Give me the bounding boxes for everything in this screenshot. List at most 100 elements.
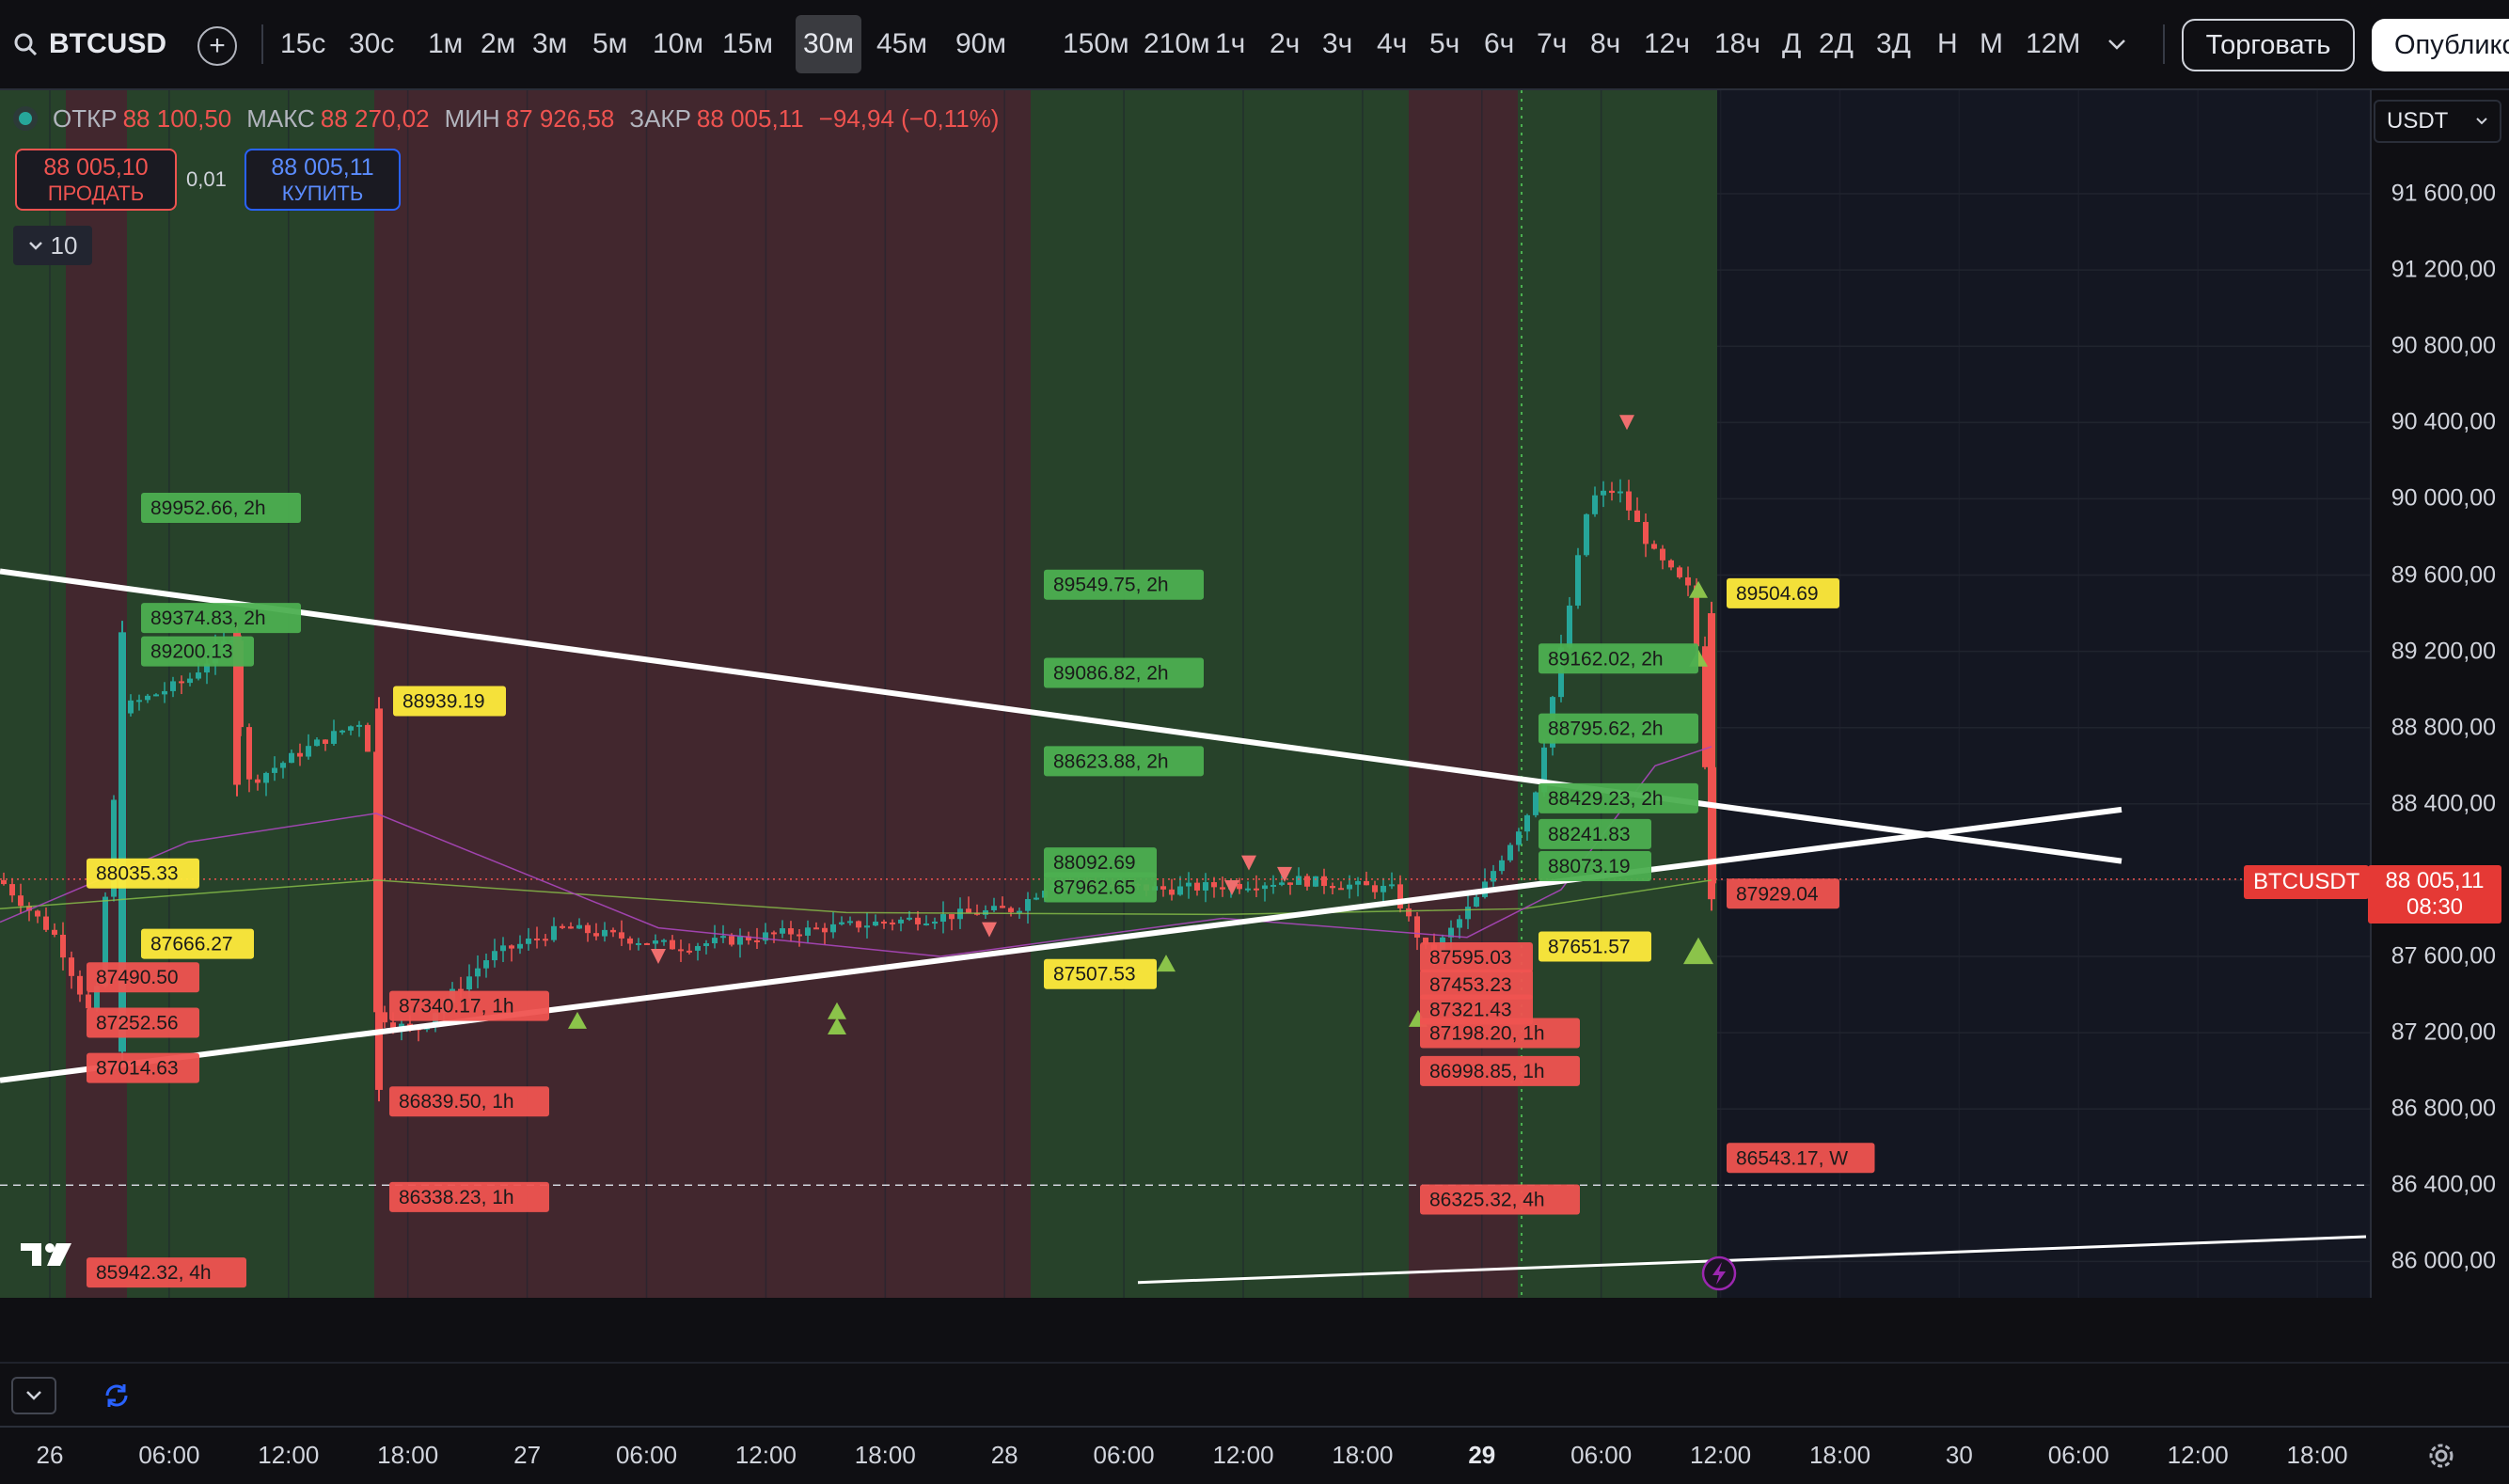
interval-8ч[interactable]: 8ч — [1590, 28, 1621, 59]
candle-body — [966, 908, 971, 913]
candle-body — [1203, 882, 1208, 891]
collapse-panel-button[interactable] — [11, 1377, 56, 1414]
candle-body — [1643, 522, 1649, 545]
interval-2ч[interactable]: 2ч — [1270, 28, 1301, 59]
interval-М[interactable]: М — [1980, 28, 2003, 59]
interval-18ч[interactable]: 18ч — [1714, 28, 1760, 59]
indicators-count: 10 — [50, 230, 78, 260]
candle-body — [1584, 513, 1589, 556]
interval-3Д[interactable]: 3Д — [1876, 28, 1912, 59]
candle-body — [712, 938, 718, 944]
candle-body — [1609, 490, 1615, 494]
interval-3ч[interactable]: 3ч — [1322, 28, 1353, 59]
interval-5ч[interactable]: 5ч — [1429, 28, 1460, 59]
interval-15с[interactable]: 15с — [280, 28, 326, 59]
interval-210м[interactable]: 210м — [1144, 28, 1210, 59]
open-value: 88 100,50 — [122, 103, 232, 133]
level-label-box — [1044, 847, 1157, 878]
candle-body — [678, 949, 684, 952]
candle-body — [1304, 876, 1310, 887]
indicators-toggle-button[interactable]: 10 — [13, 226, 92, 265]
time-axis[interactable]: 26 06:00 12:00 18:00 27 06:00 12:00 18:00 28 06:0… — [0, 1426, 2509, 1484]
refresh-icon[interactable] — [100, 1379, 134, 1413]
candle-body — [1592, 495, 1598, 514]
gear-icon[interactable] — [2424, 1439, 2458, 1473]
candle-body — [644, 942, 650, 945]
close-value: 88 005,11 — [696, 103, 804, 133]
interval-Н[interactable]: Н — [1937, 28, 1958, 59]
interval-90м[interactable]: 90м — [955, 28, 1006, 59]
candle-body — [1651, 544, 1657, 549]
sell-button[interactable]: 88 005,10 ПРОДАТЬ — [15, 149, 177, 211]
time-axis-label: 26 — [36, 1441, 64, 1469]
candle-body — [26, 906, 32, 911]
price-axis[interactable]: 91 600,00 91 200,00 90 800,00 90 400,00 90 0… — [2370, 90, 2509, 1298]
candle-body — [356, 724, 362, 727]
interval-2м[interactable]: 2м — [481, 28, 516, 59]
interval-30м[interactable]: 30м — [796, 15, 861, 73]
publish-button[interactable]: Опублико — [2372, 19, 2509, 71]
candle-body — [746, 936, 751, 940]
price-axis-label: 87 600,00 — [2391, 942, 2496, 970]
interval-2Д[interactable]: 2Д — [1819, 28, 1854, 59]
candle-body — [69, 957, 74, 976]
interval-3м[interactable]: 3м — [532, 28, 568, 59]
candle-body — [1507, 845, 1513, 860]
interval-5м[interactable]: 5м — [592, 28, 628, 59]
candle-body — [1330, 886, 1335, 889]
trade-button[interactable]: Торговать — [2182, 19, 2355, 71]
intervals-dropdown-button[interactable] — [2099, 15, 2135, 73]
interval-1м[interactable]: 1м — [428, 28, 464, 59]
candle-body — [289, 752, 294, 764]
interval-30с[interactable]: 30с — [349, 28, 395, 59]
currency-select[interactable]: USDT — [2374, 100, 2501, 143]
interval-12ч[interactable]: 12ч — [1644, 28, 1690, 59]
level-label-text: 89549.75, 2h — [1053, 575, 1169, 596]
level-label-box — [141, 492, 301, 523]
level-label-text: 87651.57 — [1548, 937, 1631, 958]
candle-body — [1668, 560, 1674, 568]
candle-body — [771, 932, 777, 935]
market-status-dot[interactable] — [13, 106, 38, 131]
candle-body — [128, 700, 134, 714]
candle-body — [136, 700, 142, 703]
tradingview-logo[interactable] — [19, 1238, 87, 1271]
candle-body — [907, 917, 912, 920]
candle-body — [1169, 889, 1175, 895]
bolt-icon[interactable] — [1700, 1255, 1738, 1292]
level-label-text: 89200.13 — [150, 641, 233, 663]
price-chart[interactable]: 89952.66, 2h 89374.83, 2h 89200.13 88939.19… — [0, 90, 2370, 1298]
candle-body — [1194, 882, 1200, 891]
buy-button[interactable]: 88 005,11 КУПИТЬ — [245, 149, 401, 211]
candle-body — [797, 934, 802, 937]
candle-body — [179, 681, 184, 684]
interval-12М[interactable]: 12М — [2026, 28, 2081, 59]
candle-body — [670, 939, 675, 950]
candle-body — [627, 938, 633, 944]
compare-add-symbol-button[interactable]: + — [197, 26, 237, 66]
interval-7ч[interactable]: 7ч — [1537, 28, 1568, 59]
symbol-search-button[interactable]: BTCUSD — [13, 21, 166, 68]
candle-body — [1245, 888, 1251, 891]
interval-Д[interactable]: Д — [1782, 28, 1802, 59]
candle-body — [94, 986, 100, 1009]
candle-body — [1025, 899, 1031, 911]
interval-15м[interactable]: 15м — [722, 28, 773, 59]
candle-body — [543, 939, 548, 941]
interval-10м[interactable]: 10м — [653, 28, 703, 59]
candle-body — [390, 1022, 396, 1028]
moving-average-green — [0, 879, 1712, 916]
interval-4ч[interactable]: 4ч — [1377, 28, 1408, 59]
interval-6ч[interactable]: 6ч — [1484, 28, 1515, 59]
level-label-text: 87929.04 — [1736, 883, 1819, 905]
level-label-text: 86998.85, 1h — [1429, 1061, 1545, 1082]
candle-body — [1008, 908, 1014, 912]
candle-body — [483, 960, 489, 969]
candle-body — [77, 975, 83, 995]
interval-150м[interactable]: 150м — [1063, 28, 1129, 59]
signal-down-arrow — [1619, 415, 1634, 431]
chart-pane[interactable]: 89952.66, 2h 89374.83, 2h 89200.13 88939.19… — [0, 90, 2370, 1298]
interval-1ч[interactable]: 1ч — [1215, 28, 1246, 59]
change-value: −94,94 (−0,11%) — [818, 103, 1000, 133]
interval-45м[interactable]: 45м — [876, 28, 927, 59]
